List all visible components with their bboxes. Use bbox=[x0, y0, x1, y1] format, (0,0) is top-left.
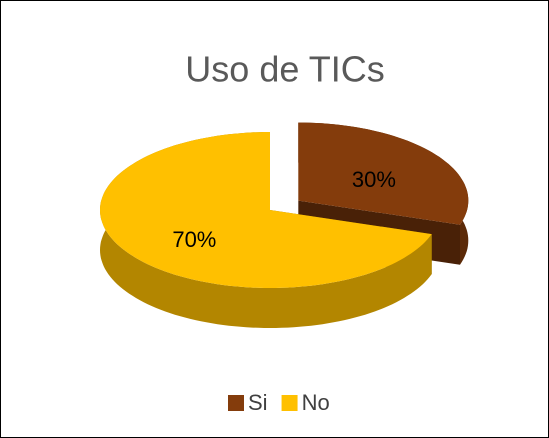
legend-swatch bbox=[281, 395, 298, 411]
data-label: 70% bbox=[172, 227, 216, 252]
legend-label: No bbox=[302, 390, 330, 415]
pie-slice bbox=[100, 132, 432, 288]
chart-title: Uso de TICs bbox=[185, 49, 384, 90]
data-label: 30% bbox=[352, 167, 396, 192]
legend-swatch bbox=[228, 395, 244, 411]
pie-slice bbox=[298, 122, 469, 225]
legend-label: Si bbox=[248, 390, 268, 415]
